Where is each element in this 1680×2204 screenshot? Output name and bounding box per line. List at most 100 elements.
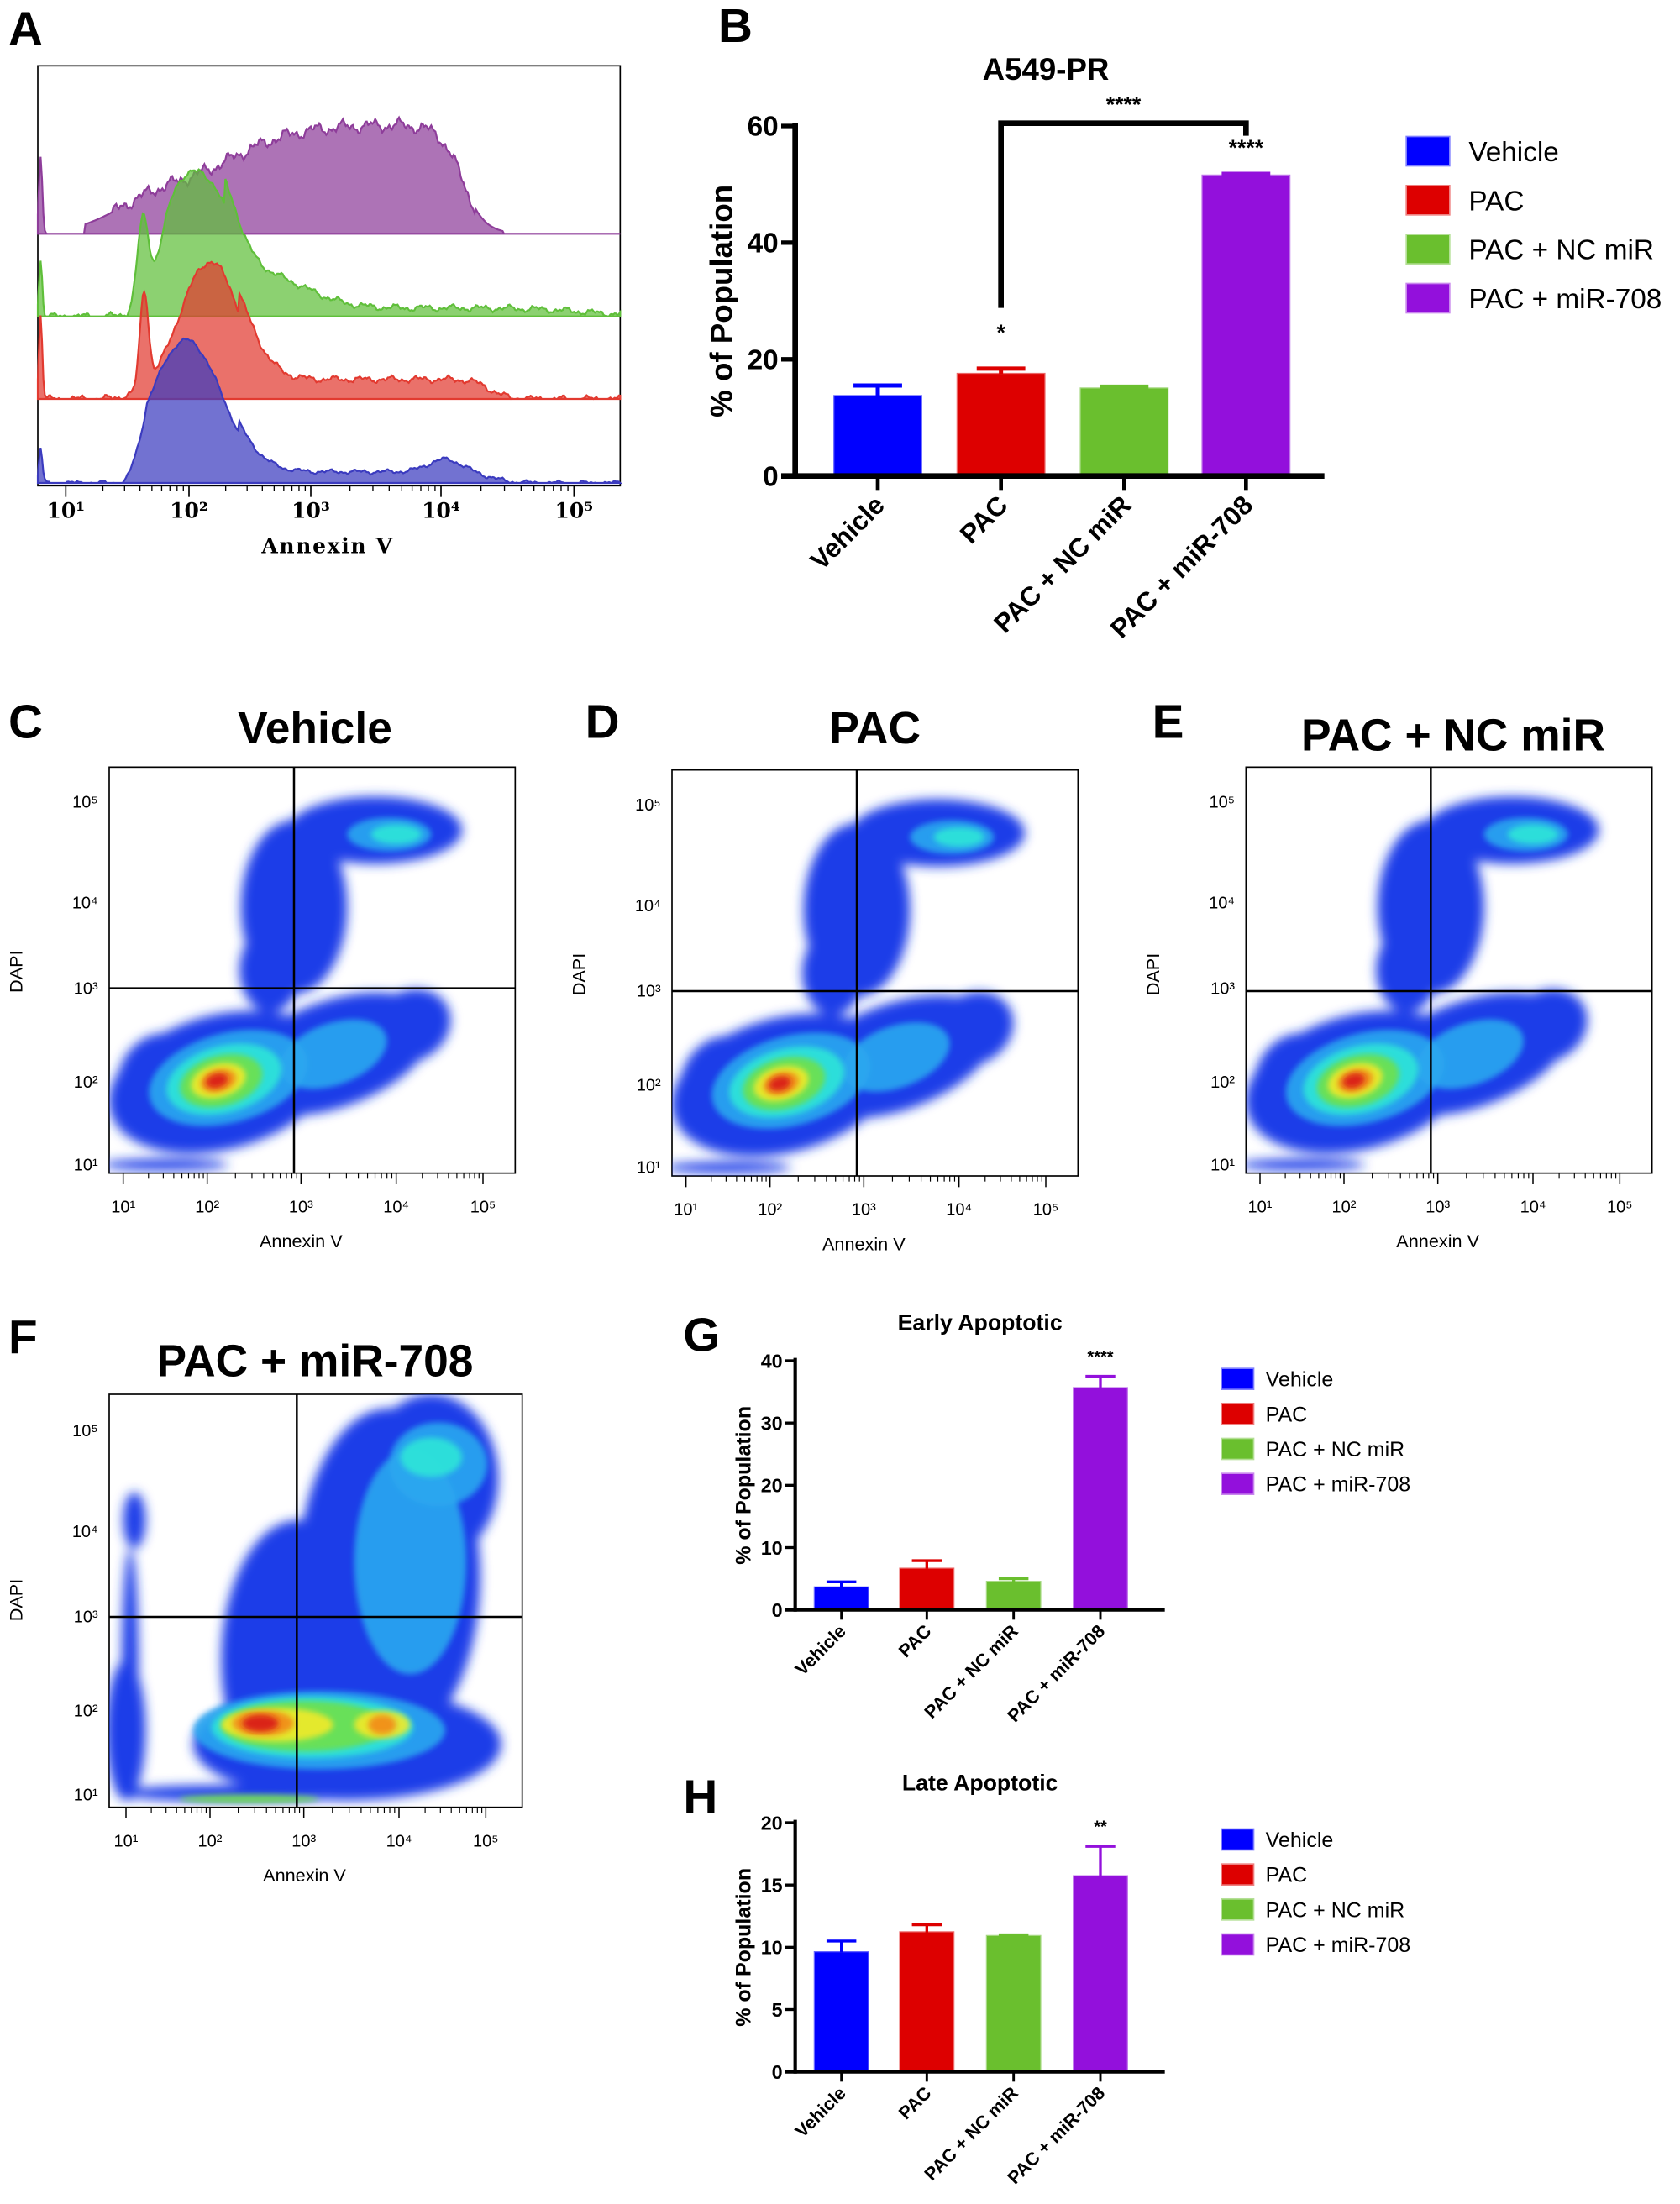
plot-title: PAC + miR-708: [157, 1336, 474, 1386]
significance-bracket: [998, 120, 1249, 308]
histogram-trace: [36, 260, 622, 401]
bar-pac: [956, 372, 1046, 477]
density-blob: [933, 827, 984, 847]
density-blob: [672, 1162, 791, 1173]
x-tick-label: 10²: [195, 1198, 219, 1216]
bar-pac-mir-708: [1073, 1875, 1128, 2073]
density-contours: [1246, 796, 1599, 1171]
density-contours: [672, 799, 1025, 1173]
x-tick-label: 10²: [170, 499, 208, 523]
bar-pac-nc-mir: [985, 1581, 1042, 1611]
density-blob: [279, 1019, 387, 1089]
y-tick-label: 10⁵: [635, 796, 661, 815]
x-axis-label: Annexin V: [260, 1231, 343, 1252]
density-blob: [122, 1548, 139, 1801]
x-tick-label: 10²: [198, 1832, 223, 1850]
y-tick-label: 30: [761, 1413, 783, 1435]
y-axis-label: DAPI: [6, 950, 27, 993]
legend-label: PAC + NC miR: [1266, 1438, 1405, 1461]
legend-swatch: [1221, 1437, 1255, 1461]
x-tick-label: Vehicle: [790, 1620, 849, 1679]
histogram-trace: [36, 115, 621, 235]
x-tick-label: 10³: [291, 499, 330, 523]
x-tick-label: 10⁴: [946, 1201, 972, 1220]
density-blob: [370, 989, 451, 1063]
x-tick-label: 10⁴: [386, 1832, 412, 1850]
legend-swatch: [1221, 1897, 1255, 1921]
plot-title: Vehicle: [238, 704, 392, 753]
histogram-panel-a: 10¹ 10² 10³ 10⁴ 10⁵ Annexin V: [36, 65, 623, 558]
bar-chart-b: A549-PR Vehicle * PAC PAC + NC miR **** PAC + …: [705, 52, 1662, 643]
density-level: [242, 1714, 279, 1732]
panel-label-h: H: [683, 1771, 717, 1824]
x-tick-label: 10¹: [1248, 1198, 1273, 1216]
density-plot-f: PAC + miR-708 10⁵ 10⁴ 10³ 10² 10¹ 10¹ 10² 10³ 10⁴…: [6, 1336, 523, 1886]
legend-label: PAC + miR-708: [1266, 1934, 1411, 1957]
plot-title: PAC: [829, 704, 921, 753]
y-tick-label: 10⁵: [1209, 794, 1235, 812]
density-blob: [1342, 1073, 1365, 1089]
x-tick-label: 10⁵: [554, 499, 593, 523]
x-tick-label: 10⁴: [1520, 1198, 1546, 1216]
density-blob: [1506, 989, 1588, 1063]
x-tick-label: Vehicle: [804, 490, 890, 576]
density-blob: [932, 992, 1014, 1066]
density-blob: [769, 1076, 791, 1091]
density-blob: [370, 824, 422, 844]
y-axis-label: % of Population: [705, 185, 739, 417]
bar-chart-g: Early Apoptotic Vehicle PAC PAC + NC miR ***…: [732, 1309, 1410, 1726]
y-tick-label: 40: [748, 228, 779, 260]
density-blob: [1416, 1019, 1524, 1089]
density-blob: [1246, 1159, 1365, 1171]
density-blob: [368, 1714, 396, 1734]
y-tick-label: 5: [772, 1999, 783, 2021]
y-axis-label: % of Population: [732, 1406, 755, 1565]
x-tick-label: 10¹: [111, 1198, 135, 1216]
x-tick-label: PAC: [954, 490, 1014, 549]
legend-swatch: [1221, 1402, 1255, 1425]
x-tick-label: 10²: [1332, 1198, 1357, 1216]
plot-title: PAC + NC miR: [1301, 711, 1605, 760]
legend-swatch: [1405, 282, 1451, 314]
y-axis-label: DAPI: [6, 1579, 27, 1622]
significance-label: **: [1094, 1818, 1107, 1837]
y-tick-label: 60: [748, 112, 779, 143]
density-blob: [842, 1022, 950, 1092]
density-blob: [179, 1794, 319, 1803]
density-blob: [400, 1437, 462, 1477]
density-blob: [123, 1492, 146, 1549]
bar-vehicle: [833, 395, 922, 477]
bar-pac-nc-mir: [985, 1934, 1042, 2073]
y-tick-label: 10⁵: [72, 1422, 98, 1440]
bar-chart-h: Late Apoptotic Vehicle PAC PAC + NC miR ** PA…: [732, 1771, 1410, 2188]
significance-label: ****: [1229, 135, 1264, 160]
x-tick-label: 10³: [1425, 1198, 1450, 1216]
density-plot-d: PAC 10⁵ 10⁴ 10³ 10² 10¹ 10¹ 10² 10³ 10⁴ 10⁵ Annexin…: [569, 704, 1079, 1254]
x-tick-label: 10²: [758, 1201, 782, 1220]
x-tick-label: 10¹: [46, 499, 85, 523]
y-tick-label: 20: [761, 1475, 783, 1497]
density-blob: [242, 1714, 279, 1732]
legend-label: PAC: [1266, 1403, 1308, 1426]
legend-label: Vehicle: [1266, 1829, 1334, 1852]
panel-label-b: B: [718, 0, 753, 53]
x-tick-label: 10³: [852, 1201, 876, 1220]
legend-swatch: [1221, 1472, 1255, 1495]
significance-label: *: [996, 320, 1005, 345]
y-axis-label: DAPI: [1142, 953, 1163, 996]
chart-title: Early Apoptotic: [898, 1309, 1063, 1335]
density-level: [1342, 1073, 1365, 1089]
density-blob: [1376, 928, 1438, 1012]
y-tick-label: 20: [761, 1812, 783, 1834]
x-tick-label: 10¹: [674, 1201, 698, 1220]
y-tick-label: 10: [761, 1537, 783, 1559]
legend-swatch: [1405, 184, 1451, 216]
histogram-trace: [36, 168, 622, 318]
significance-label: ****: [1087, 1348, 1113, 1367]
x-tick-label: 10¹: [114, 1832, 139, 1850]
bar-pac: [899, 1931, 955, 2073]
y-axis-label: % of Population: [732, 1868, 755, 2027]
x-tick-label: PAC: [895, 2082, 936, 2123]
legend-label: PAC + miR-708: [1266, 1473, 1411, 1497]
